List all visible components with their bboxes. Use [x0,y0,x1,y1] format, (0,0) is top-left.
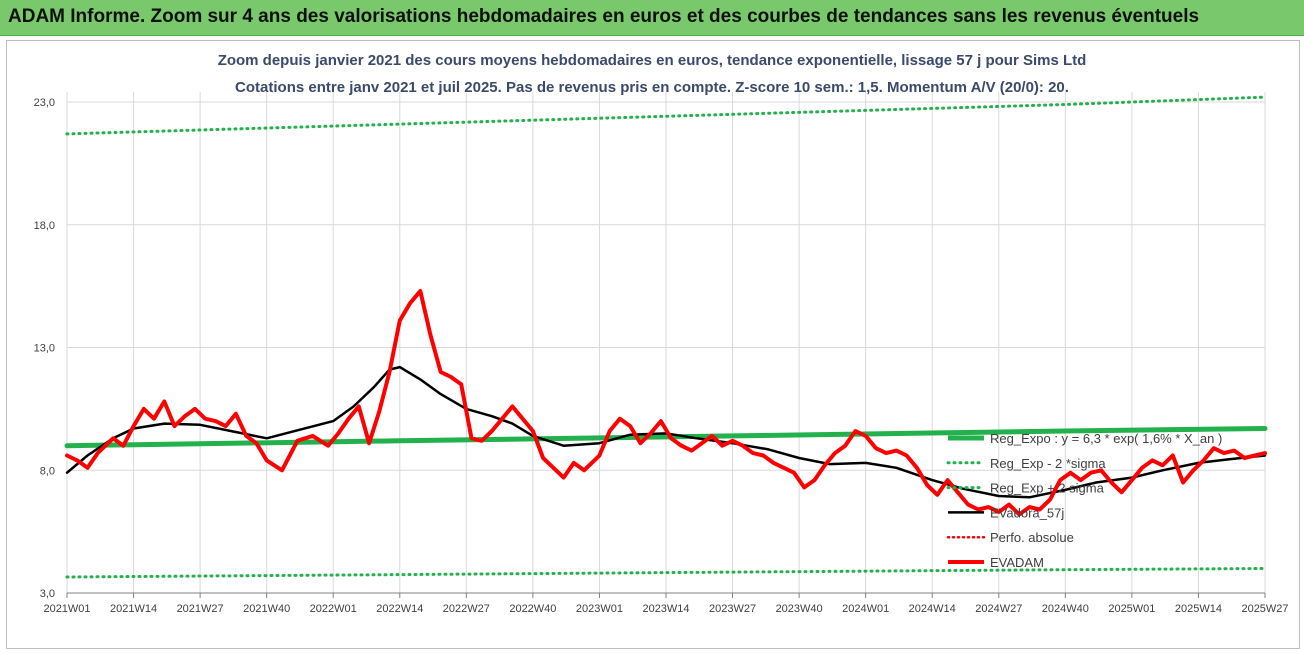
x-tick-label: 2023W01 [576,603,623,615]
legend-label: EVADAM [990,555,1044,570]
x-tick-label: 2023W40 [776,603,823,615]
x-tick-label: 2023W14 [642,603,689,615]
y-tick-label: 18,0 [34,220,55,232]
x-tick-label: 2024W40 [1042,603,1089,615]
report-banner: ADAM Informe. Zoom sur 4 ans des valoris… [0,0,1304,36]
x-tick-label: 2022W27 [443,603,490,615]
x-tick-label: 2022W01 [310,603,357,615]
x-tick-label: 2021W14 [110,603,157,615]
x-tick-label: 2022W40 [509,603,556,615]
x-tick-label: 2021W27 [177,603,224,615]
y-tick-label: 23,0 [34,97,55,109]
chart-title: Zoom depuis janvier 2021 des cours moyen… [217,52,1087,69]
reg-exp-minus-2sigma-line [65,567,1267,579]
reg-exp-plus-2sigma-line [65,95,1267,136]
chart-area [6,40,1300,649]
report-title: ADAM Informe. Zoom sur 4 ans des valoris… [8,6,1200,27]
x-tick-label: 2025W27 [1241,603,1288,615]
x-tick-label: 2024W01 [842,603,889,615]
x-tick-label: 2021W01 [43,603,90,615]
x-tick-label: 2023W27 [709,603,756,615]
legend-label: EVadora_57j [990,505,1064,520]
legend-label: Reg_Exp - 2 *sigma [990,456,1106,471]
x-tick-label: 2025W01 [1108,603,1155,615]
x-tick-label: 2025W14 [1175,603,1222,615]
legend-label: Reg_Expo : y = 6,3 * exp( 1,6% * X_an ) [990,431,1222,446]
evadam-line [65,289,1267,517]
x-tick-label: 2024W14 [909,603,956,615]
reg-expo-line [64,426,1268,449]
chart-subtitle: Cotations entre janv 2021 et juil 2025. … [235,79,1069,96]
legend-label: Perfo. absolue [990,530,1074,545]
evadora-57j-line [65,365,1267,499]
y-tick-label: 3,0 [40,588,55,600]
x-tick-label: 2024W27 [975,603,1022,615]
y-tick-label: 13,0 [34,343,55,355]
x-tick-label: 2022W14 [376,603,423,615]
x-tick-label: 2021W40 [243,603,290,615]
legend-label: Reg_Exp + 2 sigma [990,481,1105,496]
y-tick-label: 8,0 [40,465,55,477]
